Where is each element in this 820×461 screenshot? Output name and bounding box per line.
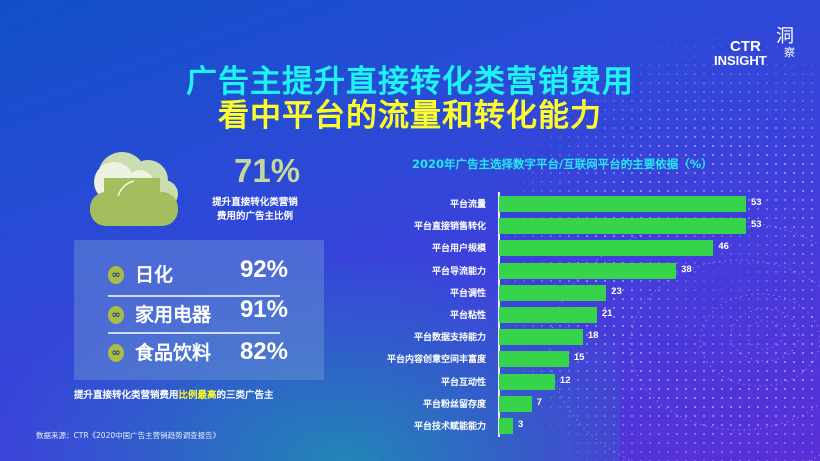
bar-category-label: 平台粘性 [449, 311, 486, 321]
summary-caption-line-1: 提升直接转化类营销 [212, 197, 298, 208]
bar-value-label: 3 [517, 419, 524, 430]
bar-category-label: 平台技术赋能能力 [413, 422, 486, 432]
bar [499, 240, 714, 257]
bar-category-label: 平台内容创意空间丰富度 [386, 355, 486, 366]
bar [499, 329, 583, 346]
industry-label: 家用电器 [135, 304, 212, 326]
logo-cn-char-2: 察 [784, 46, 795, 59]
headline-line-2: 看中平台的流量和转化能力 [218, 98, 602, 134]
bar-row: 平台用户规模 46 [0, 238, 820, 258]
bar-row: 平台流量 53 [0, 194, 820, 214]
bar [499, 373, 555, 390]
bar-row: 平台粘性 21 [0, 305, 820, 325]
headline-line-1: 广告主提升直接转化类营销费用 [186, 64, 634, 100]
bar [499, 307, 597, 323]
industry-note: 提升直接转化类营销费用比例最高的三类广告主 [74, 387, 274, 401]
divider [108, 295, 280, 297]
ctr-insight-logo: CTR INSIGHT 洞 察 [714, 18, 795, 68]
divider [108, 332, 280, 334]
industry-label: 日化 [135, 264, 174, 286]
bar-row: 平台直接销售转化 53 [0, 216, 820, 236]
bar-category-label: 平台互动性 [440, 377, 486, 388]
cloud-icon [90, 152, 178, 226]
industry-value: 92% [239, 256, 288, 283]
industry-row: ∞ 家用电器 91% [108, 296, 288, 332]
bar-row: 平台互动性 12 [0, 372, 820, 392]
bar-row: 平台内容创意空间丰富度 15 [0, 349, 820, 369]
bar-row: 平台导流能力 38 [0, 261, 820, 281]
bar-value-label: 53 [750, 219, 762, 231]
bar-row: 平台技术赋能能力 3 [0, 416, 820, 436]
bar-value-label: 7 [536, 396, 542, 408]
bar-value-label: 12 [559, 374, 571, 386]
bar-value-label: 38 [681, 263, 692, 275]
note-prefix: 提升直接转化类营销费用 [74, 390, 179, 401]
bar [499, 395, 532, 412]
bar-row: 平台调性 23 [0, 283, 820, 303]
bar-row: 平台数据支持能力 18 [0, 327, 820, 347]
bar-category-label: 平台用户规模 [431, 244, 486, 255]
industry-value: 82% [239, 338, 288, 365]
summary-percent: 71% [234, 152, 301, 189]
bar [499, 196, 746, 212]
bar-value-label: 53 [750, 197, 762, 208]
infinity-icon: ∞ [108, 344, 124, 362]
chart-title: 2020年广告主选择数字平台/互联网平台的主要依据（%） [412, 157, 713, 171]
bar-value-label: 46 [718, 241, 729, 253]
industry-row: ∞ 日化 92% [108, 256, 288, 292]
summary-caption-line-2: 费用的广告主比例 [216, 211, 293, 222]
bar-category-label: 平台流量 [449, 200, 486, 210]
logo-cn-char-1: 洞 [776, 26, 794, 47]
bar-category-label: 平台数据支持能力 [413, 333, 486, 344]
bar-category-label: 平台粉丝留存度 [422, 399, 486, 410]
note-highlight: 比例最高 [178, 390, 217, 401]
industry-row: ∞ 食品饮料 82% [108, 334, 288, 370]
industry-label: 食品饮料 [135, 342, 212, 364]
note-suffix: 的三类广告主 [216, 390, 274, 401]
bar [499, 351, 569, 368]
chart-axis [498, 192, 500, 437]
bar [499, 418, 513, 434]
bar-value-label: 18 [587, 330, 599, 342]
bar-value-label: 23 [611, 285, 622, 297]
bar [499, 284, 607, 301]
bar-category-label: 平台调性 [449, 288, 486, 299]
bar [499, 218, 746, 235]
bar-value-label: 21 [601, 308, 613, 319]
data-source: 数据来源：CTR《2020中国广告主营销趋势调查报告》 [36, 431, 221, 440]
bar-row: 平台粉丝留存度 7 [0, 394, 820, 414]
bar-category-label: 平台直接销售转化 [413, 222, 486, 233]
infinity-icon: ∞ [108, 266, 124, 284]
industry-panel: ∞ 日化 92% ∞ 家用电器 91% ∞ 食品饮料 82% [74, 240, 324, 380]
bar [499, 262, 677, 279]
infinity-icon: ∞ [108, 306, 124, 324]
logo-insight-text: INSIGHT [714, 53, 767, 68]
bar-value-label: 15 [573, 352, 585, 364]
bar-category-label: 平台导流能力 [431, 266, 486, 277]
summary-caption: 提升直接转化类营销 费用的广告主比例 [205, 196, 305, 224]
logo-ctr-text: CTR [730, 38, 761, 55]
industry-value: 91% [239, 296, 288, 323]
